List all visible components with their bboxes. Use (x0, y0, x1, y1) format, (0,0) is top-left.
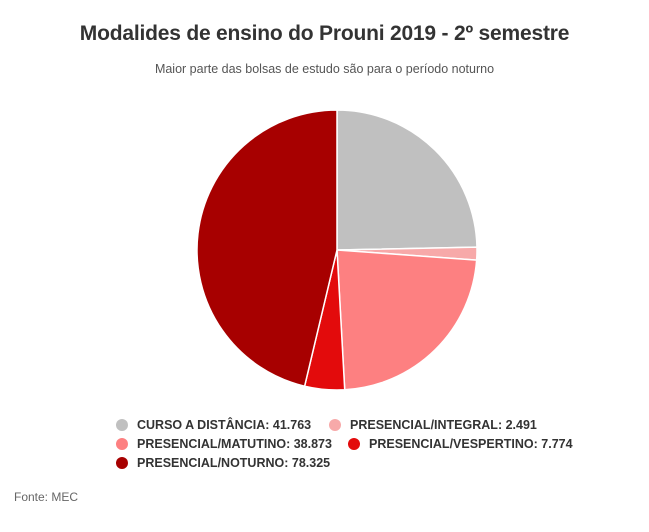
pie-chart (196, 109, 478, 391)
legend-label-curso-a-distancia: CURSO A DISTÂNCIA: 41.763 (137, 418, 312, 432)
legend-item-curso-a-distancia[interactable]: CURSO A DISTÂNCIA: 41.763 (116, 416, 311, 434)
legend-item-presencial-matutino[interactable]: PRESENCIAL/MATUTINO: 38.873 (116, 435, 332, 453)
chart-subtitle: Maior parte das bolsas de estudo são par… (154, 62, 495, 76)
legend-swatch-presencial-integral (329, 419, 341, 431)
chart-source: Fonte: MEC (14, 490, 79, 504)
chart-title: Modalides de ensino do Prouni 2019 - 2º … (79, 22, 570, 45)
pie-slice-curso-a-distancia[interactable] (336, 109, 478, 251)
legend-item-presencial-noturno[interactable]: PRESENCIAL/NOTURNO: 78.325 (116, 454, 330, 472)
pie-slice-presencial-matutino[interactable] (336, 249, 478, 391)
legend-label-presencial-matutino: PRESENCIAL/MATUTINO: 38.873 (137, 437, 332, 451)
legend-swatch-presencial-noturno (116, 457, 128, 469)
legend-swatch-curso-a-distancia (116, 419, 128, 431)
legend-item-presencial-vespertino[interactable]: PRESENCIAL/VESPERTINO: 7.774 (348, 435, 573, 453)
legend-swatch-presencial-matutino (116, 438, 128, 450)
legend-swatch-presencial-vespertino (348, 438, 360, 450)
pie-slice-presencial-noturno[interactable] (196, 109, 338, 387)
legend-label-presencial-vespertino: PRESENCIAL/VESPERTINO: 7.774 (369, 437, 573, 451)
legend-label-presencial-noturno: PRESENCIAL/NOTURNO: 78.325 (137, 456, 331, 470)
legend-item-presencial-integral[interactable]: PRESENCIAL/INTEGRAL: 2.491 (329, 416, 537, 434)
legend-label-presencial-integral: PRESENCIAL/INTEGRAL: 2.491 (350, 418, 537, 432)
